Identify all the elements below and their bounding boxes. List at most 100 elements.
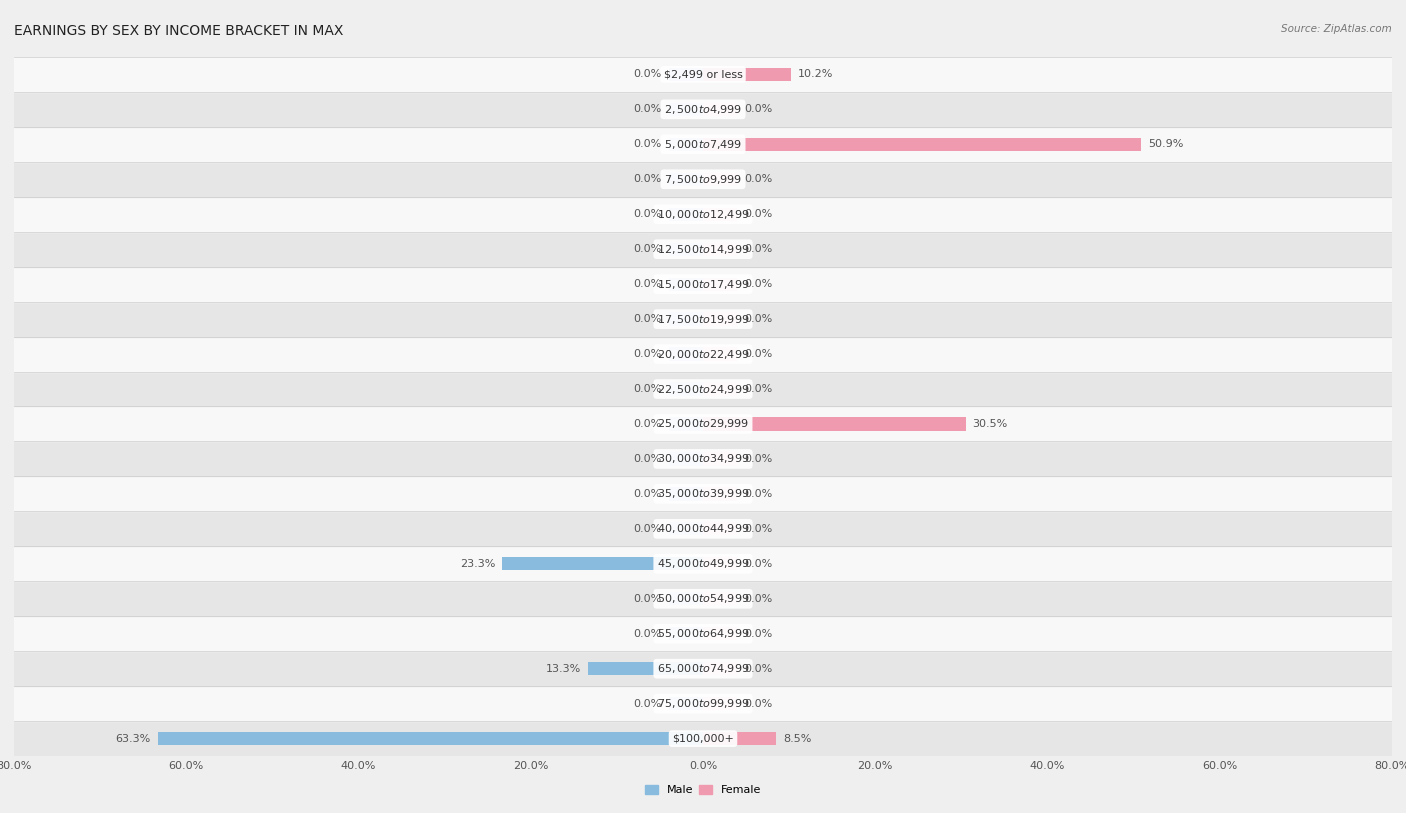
Text: 0.0%: 0.0% bbox=[634, 419, 662, 429]
Bar bbox=[703, 592, 738, 606]
Bar bbox=[14, 581, 1392, 616]
Text: $65,000 to $74,999: $65,000 to $74,999 bbox=[657, 663, 749, 675]
Bar bbox=[669, 452, 703, 466]
Bar bbox=[14, 686, 1392, 721]
Text: $100,000+: $100,000+ bbox=[672, 733, 734, 744]
Bar bbox=[14, 302, 1392, 337]
Text: $7,500 to $9,999: $7,500 to $9,999 bbox=[664, 173, 742, 185]
Bar bbox=[703, 242, 738, 256]
Text: 0.0%: 0.0% bbox=[744, 174, 772, 185]
Bar bbox=[703, 417, 966, 431]
Bar bbox=[703, 627, 738, 641]
Bar bbox=[669, 277, 703, 291]
Bar bbox=[703, 312, 738, 326]
Bar bbox=[14, 511, 1392, 546]
Bar bbox=[14, 162, 1392, 197]
Text: 0.0%: 0.0% bbox=[744, 314, 772, 324]
Bar bbox=[669, 102, 703, 116]
Text: 0.0%: 0.0% bbox=[744, 209, 772, 220]
Bar bbox=[703, 172, 738, 186]
Bar bbox=[703, 137, 1142, 151]
Bar bbox=[14, 476, 1392, 511]
Bar bbox=[669, 137, 703, 151]
Text: 0.0%: 0.0% bbox=[634, 244, 662, 254]
Text: EARNINGS BY SEX BY INCOME BRACKET IN MAX: EARNINGS BY SEX BY INCOME BRACKET IN MAX bbox=[14, 24, 343, 38]
Bar bbox=[703, 662, 738, 676]
Bar bbox=[14, 57, 1392, 92]
Text: $5,000 to $7,499: $5,000 to $7,499 bbox=[664, 138, 742, 150]
Text: 0.0%: 0.0% bbox=[634, 454, 662, 464]
Bar bbox=[14, 372, 1392, 406]
Text: $25,000 to $29,999: $25,000 to $29,999 bbox=[657, 418, 749, 430]
Bar bbox=[14, 197, 1392, 232]
Text: 0.0%: 0.0% bbox=[634, 139, 662, 150]
Text: $75,000 to $99,999: $75,000 to $99,999 bbox=[657, 698, 749, 710]
Text: 0.0%: 0.0% bbox=[744, 104, 772, 115]
Bar bbox=[703, 732, 776, 746]
Text: 0.0%: 0.0% bbox=[744, 279, 772, 289]
Text: $17,500 to $19,999: $17,500 to $19,999 bbox=[657, 313, 749, 325]
Bar bbox=[669, 382, 703, 396]
Bar bbox=[502, 557, 703, 571]
Bar bbox=[669, 347, 703, 361]
Text: 0.0%: 0.0% bbox=[634, 69, 662, 80]
Text: 0.0%: 0.0% bbox=[634, 174, 662, 185]
Bar bbox=[14, 127, 1392, 162]
Text: 0.0%: 0.0% bbox=[744, 454, 772, 464]
Bar bbox=[703, 382, 738, 396]
Bar bbox=[669, 697, 703, 711]
Bar bbox=[669, 67, 703, 81]
Bar bbox=[703, 697, 738, 711]
Bar bbox=[703, 277, 738, 291]
Bar bbox=[703, 522, 738, 536]
Text: 0.0%: 0.0% bbox=[634, 209, 662, 220]
Text: 0.0%: 0.0% bbox=[744, 489, 772, 499]
Text: $30,000 to $34,999: $30,000 to $34,999 bbox=[657, 453, 749, 465]
Text: 0.0%: 0.0% bbox=[634, 349, 662, 359]
Text: $50,000 to $54,999: $50,000 to $54,999 bbox=[657, 593, 749, 605]
Text: 23.3%: 23.3% bbox=[460, 559, 495, 569]
Bar bbox=[14, 651, 1392, 686]
Text: $12,500 to $14,999: $12,500 to $14,999 bbox=[657, 243, 749, 255]
Text: $40,000 to $44,999: $40,000 to $44,999 bbox=[657, 523, 749, 535]
Bar bbox=[669, 487, 703, 501]
Bar bbox=[669, 627, 703, 641]
Text: 8.5%: 8.5% bbox=[783, 733, 811, 744]
Text: 0.0%: 0.0% bbox=[744, 698, 772, 709]
Text: $15,000 to $17,499: $15,000 to $17,499 bbox=[657, 278, 749, 290]
Bar bbox=[703, 347, 738, 361]
Text: $20,000 to $22,499: $20,000 to $22,499 bbox=[657, 348, 749, 360]
Text: 0.0%: 0.0% bbox=[634, 489, 662, 499]
Bar bbox=[669, 417, 703, 431]
Text: 0.0%: 0.0% bbox=[634, 593, 662, 604]
Bar bbox=[703, 207, 738, 221]
Bar bbox=[669, 242, 703, 256]
Text: $2,500 to $4,999: $2,500 to $4,999 bbox=[664, 103, 742, 115]
Text: 0.0%: 0.0% bbox=[634, 384, 662, 394]
Bar bbox=[669, 312, 703, 326]
Bar bbox=[14, 92, 1392, 127]
Bar bbox=[703, 67, 790, 81]
Bar bbox=[14, 232, 1392, 267]
Bar bbox=[669, 172, 703, 186]
Text: 0.0%: 0.0% bbox=[744, 559, 772, 569]
Text: $55,000 to $64,999: $55,000 to $64,999 bbox=[657, 628, 749, 640]
Bar bbox=[669, 207, 703, 221]
Text: 0.0%: 0.0% bbox=[744, 384, 772, 394]
Legend: Male, Female: Male, Female bbox=[640, 780, 766, 799]
Bar bbox=[703, 557, 738, 571]
Text: 0.0%: 0.0% bbox=[634, 698, 662, 709]
Text: 0.0%: 0.0% bbox=[634, 314, 662, 324]
Text: 10.2%: 10.2% bbox=[797, 69, 834, 80]
Text: $10,000 to $12,499: $10,000 to $12,499 bbox=[657, 208, 749, 220]
Text: 0.0%: 0.0% bbox=[634, 628, 662, 639]
Text: 63.3%: 63.3% bbox=[115, 733, 150, 744]
Text: 50.9%: 50.9% bbox=[1149, 139, 1184, 150]
Bar bbox=[14, 337, 1392, 372]
Bar bbox=[669, 522, 703, 536]
Bar bbox=[703, 452, 738, 466]
Text: $35,000 to $39,999: $35,000 to $39,999 bbox=[657, 488, 749, 500]
Bar bbox=[669, 592, 703, 606]
Bar bbox=[703, 102, 738, 116]
Bar bbox=[157, 732, 703, 746]
